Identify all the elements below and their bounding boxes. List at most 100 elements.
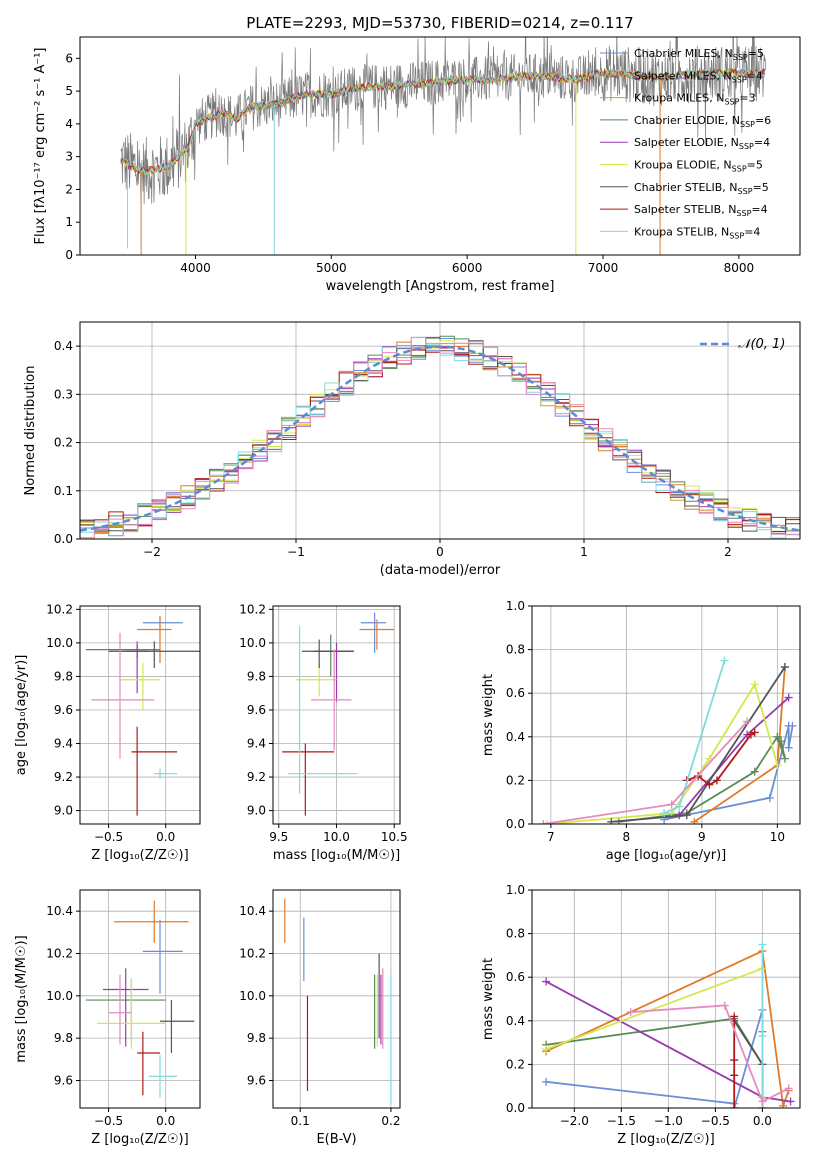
x-tick-label: −1.5	[607, 1114, 636, 1128]
plot-area-age_vs_mass	[282, 612, 395, 816]
weight-marker	[779, 1101, 788, 1108]
x-axis-label: Z [log₁₀(Z/Z☉)]	[91, 1132, 188, 1147]
weight-marker	[682, 811, 691, 820]
y-tick-label: 10.2	[239, 946, 266, 960]
y-tick-label: 10.0	[46, 636, 73, 650]
y-tick-label: 1.0	[506, 599, 525, 613]
x-axis-label: wavelength [Angstrom, rest frame]	[326, 279, 555, 294]
legend-subscript: SSP	[740, 120, 755, 129]
x-axis-label: Z [log₁₀(Z/Z☉)]	[617, 1132, 714, 1147]
y-tick-label: 9.8	[247, 1031, 266, 1045]
x-tick-label: 10.0	[323, 830, 350, 844]
x-tick-label: 5000	[316, 261, 347, 275]
weight-line-4	[545, 967, 764, 1108]
weight-line-0	[663, 725, 794, 821]
y-axis-label: age [log₁₀(age/yr)]	[14, 655, 29, 776]
weight-marker	[784, 693, 793, 702]
legend-suffix: =4	[751, 203, 767, 216]
weight-marker	[743, 717, 752, 726]
weight-marker	[542, 1077, 551, 1086]
y-tick-label: 9.2	[247, 770, 266, 784]
axes-frame	[531, 605, 801, 825]
x-tick-label: 9	[698, 830, 706, 844]
plot-area-massweight_vs_Z	[542, 940, 795, 1108]
weight-marker	[773, 761, 782, 770]
weight-marker	[780, 754, 789, 763]
x-tick-label: 0.0	[753, 1114, 772, 1128]
weight-marker	[730, 1104, 739, 1108]
x-tick-label: 8000	[724, 261, 755, 275]
panel-mass_vs_Z: −0.5 0.0 9.6 9.8 10.0 10.2 10.4 Z [log₁₀(Z/Z☉)]…	[14, 889, 201, 1147]
y-tick-label: 9.8	[54, 1031, 73, 1045]
weight-marker	[750, 680, 759, 689]
y-axis-label: Flux [fλ10⁻¹⁷ erg cm⁻² s⁻¹ A⁻¹]	[33, 48, 48, 245]
legend-suffix: =4	[744, 225, 760, 238]
weight-marker	[626, 1008, 635, 1017]
legend-subscript: SSP	[732, 75, 747, 84]
y-tick-label: 10.4	[46, 904, 73, 918]
y-tick-label: 0.8	[506, 927, 525, 941]
weight-marker	[543, 820, 552, 824]
y-tick-label: 6	[65, 51, 73, 65]
axes-frame	[79, 605, 201, 825]
legend-entry: Salpeter STELIB, NSSP=4	[634, 203, 768, 218]
legend-subscript: SSP	[736, 209, 751, 218]
legend-name: Salpeter STELIB, N	[634, 203, 736, 216]
x-axis-label: Z [log₁₀(Z/Z☉)]	[91, 848, 188, 863]
y-tick-label: 9.6	[54, 1073, 73, 1087]
y-tick-label: 9.0	[247, 804, 266, 818]
y-tick-label: 0.1	[54, 484, 73, 498]
x-tick-label: 0.0	[156, 830, 175, 844]
weight-marker	[720, 656, 729, 665]
x-tick-label: 1	[580, 545, 588, 559]
y-tick-label: 0.4	[54, 339, 73, 353]
y-axis-label: mass weight	[481, 674, 496, 756]
y-tick-label: 9.0	[54, 804, 73, 818]
y-tick-label: 0.2	[54, 436, 73, 450]
legend-name: Salpeter ELODIE, N	[634, 136, 739, 149]
x-tick-label: 6000	[452, 261, 483, 275]
axes-frame	[79, 889, 201, 1109]
x-tick-label: 10.5	[381, 830, 408, 844]
model-fit-8	[120, 67, 766, 176]
weight-marker	[660, 809, 669, 818]
x-axis-label: age [log₁₀(age/yr)]	[606, 848, 727, 863]
y-tick-label: 9.2	[54, 770, 73, 784]
weight-marker	[758, 1032, 767, 1041]
weight-marker	[780, 663, 789, 672]
legend-suffix: =5	[747, 159, 763, 172]
legend-suffix: =5	[748, 47, 764, 60]
y-tick-label: 0.0	[54, 532, 73, 546]
legend-suffix: =4	[747, 69, 763, 82]
gaussian-legend-label: 𝒩(0, 1)	[738, 337, 785, 352]
x-tick-label: 0.0	[156, 1114, 175, 1128]
legend-subscript: SSP	[729, 231, 744, 240]
legend-entry: Kroupa ELODIE, NSSP=5	[634, 159, 763, 174]
panel-age_vs_mass: 9.5 10.0 10.5 9.0 9.2 9.4 9.6 9.8 10.0 10.2 mass […	[239, 602, 407, 863]
legend-name: Salpeter MILES, N	[634, 69, 732, 82]
panel-age_vs_Z: −0.5 0.0 9.0 9.2 9.4 9.6 9.8 10.0 10.2 Z [log₁₀(Z…	[14, 602, 201, 863]
legend-subscript: SSP	[739, 142, 754, 151]
y-tick-label: 9.4	[54, 737, 73, 751]
x-tick-label: 0.2	[381, 1114, 400, 1128]
weight-marker	[730, 1012, 739, 1021]
weight-line-8	[630, 1004, 790, 1103]
weight-marker	[705, 754, 714, 763]
weight-marker	[758, 1097, 767, 1106]
legend-name: Kroupa MILES, N	[634, 92, 724, 105]
residual-histogram-9	[80, 336, 800, 539]
weight-marker	[758, 940, 767, 949]
legend-name: Kroupa ELODIE, N	[634, 159, 732, 172]
y-tick-label: 0.0	[506, 817, 525, 831]
y-tick-label: 3	[65, 150, 73, 164]
x-tick-label: 4000	[180, 261, 211, 275]
plot-area-spectrum	[120, 37, 767, 255]
x-tick-label: 2	[724, 545, 732, 559]
legend-suffix: =6	[755, 114, 771, 127]
plot-area-mass_vs_Z	[85, 900, 195, 1098]
legend-suffix: =3	[739, 92, 755, 105]
y-tick-label: 0.2	[506, 1057, 525, 1071]
y-tick-label: 0.6	[506, 686, 525, 700]
panel-massweight_vs_age: 7 8 9 10 0.0 0.2 0.4 0.6 0.8 1.0 age [log₁₀(age/yr…	[481, 599, 801, 863]
